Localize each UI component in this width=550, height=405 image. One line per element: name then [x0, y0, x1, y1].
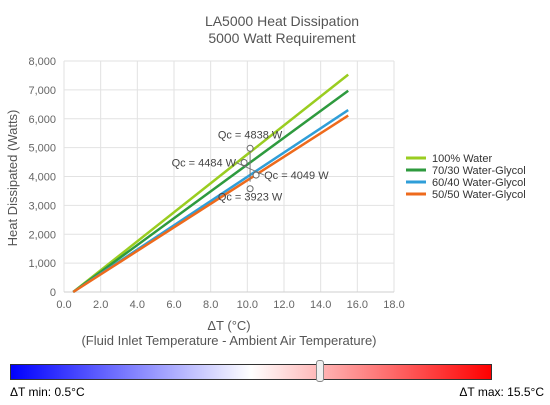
x-tick-label: 4.0 — [130, 299, 145, 311]
marker-horizontal-line — [235, 162, 265, 176]
annotation-marker — [246, 185, 254, 193]
annotation-label: Qc = 4484 W — [172, 158, 237, 170]
annotation-label: Qc = 4049 W — [264, 170, 329, 182]
x-tick-label: 16.0 — [347, 299, 368, 311]
x-axis-subtitle: (Fluid Inlet Temperature - Ambient Air T… — [81, 333, 376, 348]
legend-label: 60/40 Water-Glycol — [432, 177, 526, 189]
series-line-1 — [72, 73, 349, 293]
x-tick-label: 14.0 — [310, 299, 331, 311]
chart-title: LA5000 Heat Dissipation — [205, 13, 359, 29]
series-line-4 — [72, 114, 349, 294]
delta-t-slider-handle[interactable] — [316, 360, 325, 382]
y-tick-label: 6,000 — [28, 114, 56, 126]
y-tick-label: 1,000 — [28, 258, 56, 270]
series-line-2 — [72, 89, 349, 294]
y-tick-label: 3,000 — [28, 200, 56, 212]
x-tick-label: 6.0 — [166, 299, 181, 311]
legend-label: 50/50 Water-Glycol — [432, 189, 526, 201]
x-tick-label: 10.0 — [237, 299, 258, 311]
legend-label: 70/30 Water-Glycol — [432, 165, 526, 177]
x-tick-label: 18.0 — [383, 299, 404, 311]
y-tick-label: 7,000 — [28, 85, 56, 97]
chart-subtitle: 5000 Watt Requirement — [208, 30, 355, 46]
marker-lines — [235, 149, 265, 182]
x-tick-label: 12.0 — [273, 299, 294, 311]
tick-labels: 0.0 2.0 4.0 6.0 8.0 10.0 12.0 14.0 16.0 18.0 0 1,00… — [28, 56, 404, 311]
y-tick-label: 8,000 — [28, 56, 56, 68]
legend-label: 100% Water — [432, 153, 492, 165]
series-lines — [72, 73, 349, 294]
delta-t-slider-track[interactable] — [10, 364, 492, 380]
y-axis-title: Heat Dissipated (Watts) — [5, 110, 20, 247]
annotations: Qc = 4838 W Qc = 4484 W Qc = 4049 W Qc = 39… — [172, 129, 330, 203]
heat-dissipation-chart: LA5000 Heat Dissipation 5000 Watt Requir… — [5, 13, 526, 348]
delta-t-min-label: ΔT min: 0.5°C — [10, 385, 85, 399]
annotation-label: Qc = 3923 W — [218, 192, 283, 204]
y-tick-label: 4,000 — [28, 172, 56, 184]
x-tick-label: 2.0 — [93, 299, 108, 311]
y-tick-label: 0 — [50, 287, 56, 299]
x-tick-label: 8.0 — [203, 299, 218, 311]
x-tick-label: 0.0 — [56, 299, 71, 311]
y-tick-label: 2,000 — [28, 229, 56, 241]
annotation-marker — [246, 144, 254, 152]
delta-t-max-label: ΔT max: 15.5°C — [459, 385, 544, 399]
y-tick-label: 5,000 — [28, 143, 56, 155]
x-axis-title: ΔT (°C) — [207, 318, 250, 333]
annotation-label: Qc = 4838 W — [218, 129, 283, 141]
annotation-marker — [252, 171, 260, 179]
annotation-marker — [240, 159, 248, 167]
